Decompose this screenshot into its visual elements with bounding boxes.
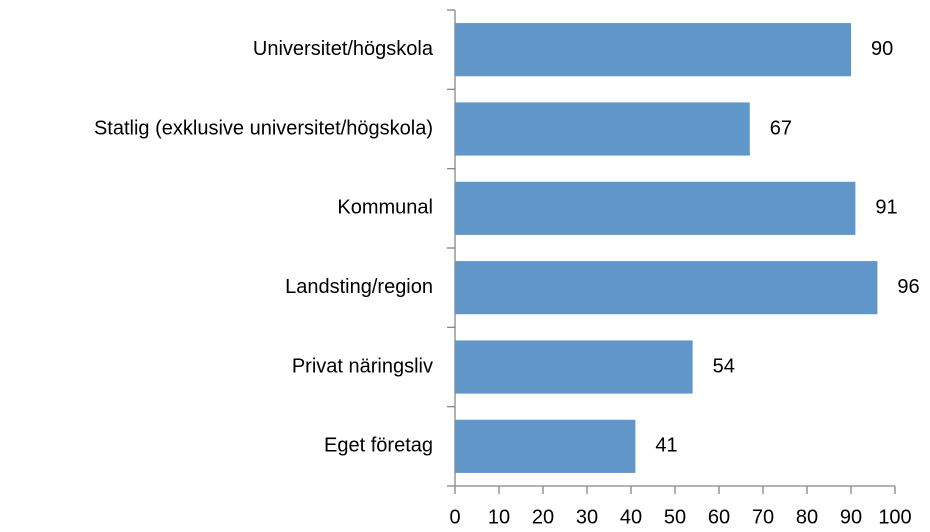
x-tick-label: 60 — [708, 506, 730, 528]
x-tick-label: 40 — [620, 506, 642, 528]
data-label: 54 — [713, 355, 735, 377]
data-label: 96 — [897, 276, 919, 298]
x-tick-label: 100 — [878, 506, 911, 528]
bar — [455, 181, 856, 235]
x-tick-label: 10 — [488, 506, 510, 528]
bar — [455, 261, 878, 315]
bar — [455, 102, 750, 156]
data-label: 90 — [871, 38, 893, 60]
y-tick-label: Kommunal — [337, 197, 433, 219]
y-tick-label: Eget företag — [324, 435, 433, 457]
y-tick-label: Statlig (exklusive universitet/högskola) — [94, 117, 433, 139]
data-label: 41 — [655, 435, 677, 457]
x-tick-label: 20 — [532, 506, 554, 528]
x-tick-label: 50 — [664, 506, 686, 528]
bar — [455, 23, 851, 77]
data-label: 91 — [875, 197, 897, 219]
bar — [455, 340, 693, 394]
bar — [455, 419, 636, 473]
x-tick-label: 70 — [752, 506, 774, 528]
y-tick-label: Privat näringsliv — [292, 355, 433, 377]
y-tick-label: Universitet/högskola — [253, 38, 434, 60]
data-label: 67 — [770, 117, 792, 139]
x-tick-label: 90 — [840, 506, 862, 528]
y-tick-label: Landsting/region — [285, 276, 433, 298]
x-tick-label: 80 — [796, 506, 818, 528]
x-tick-label: 30 — [576, 506, 598, 528]
x-tick-label: 0 — [449, 506, 460, 528]
